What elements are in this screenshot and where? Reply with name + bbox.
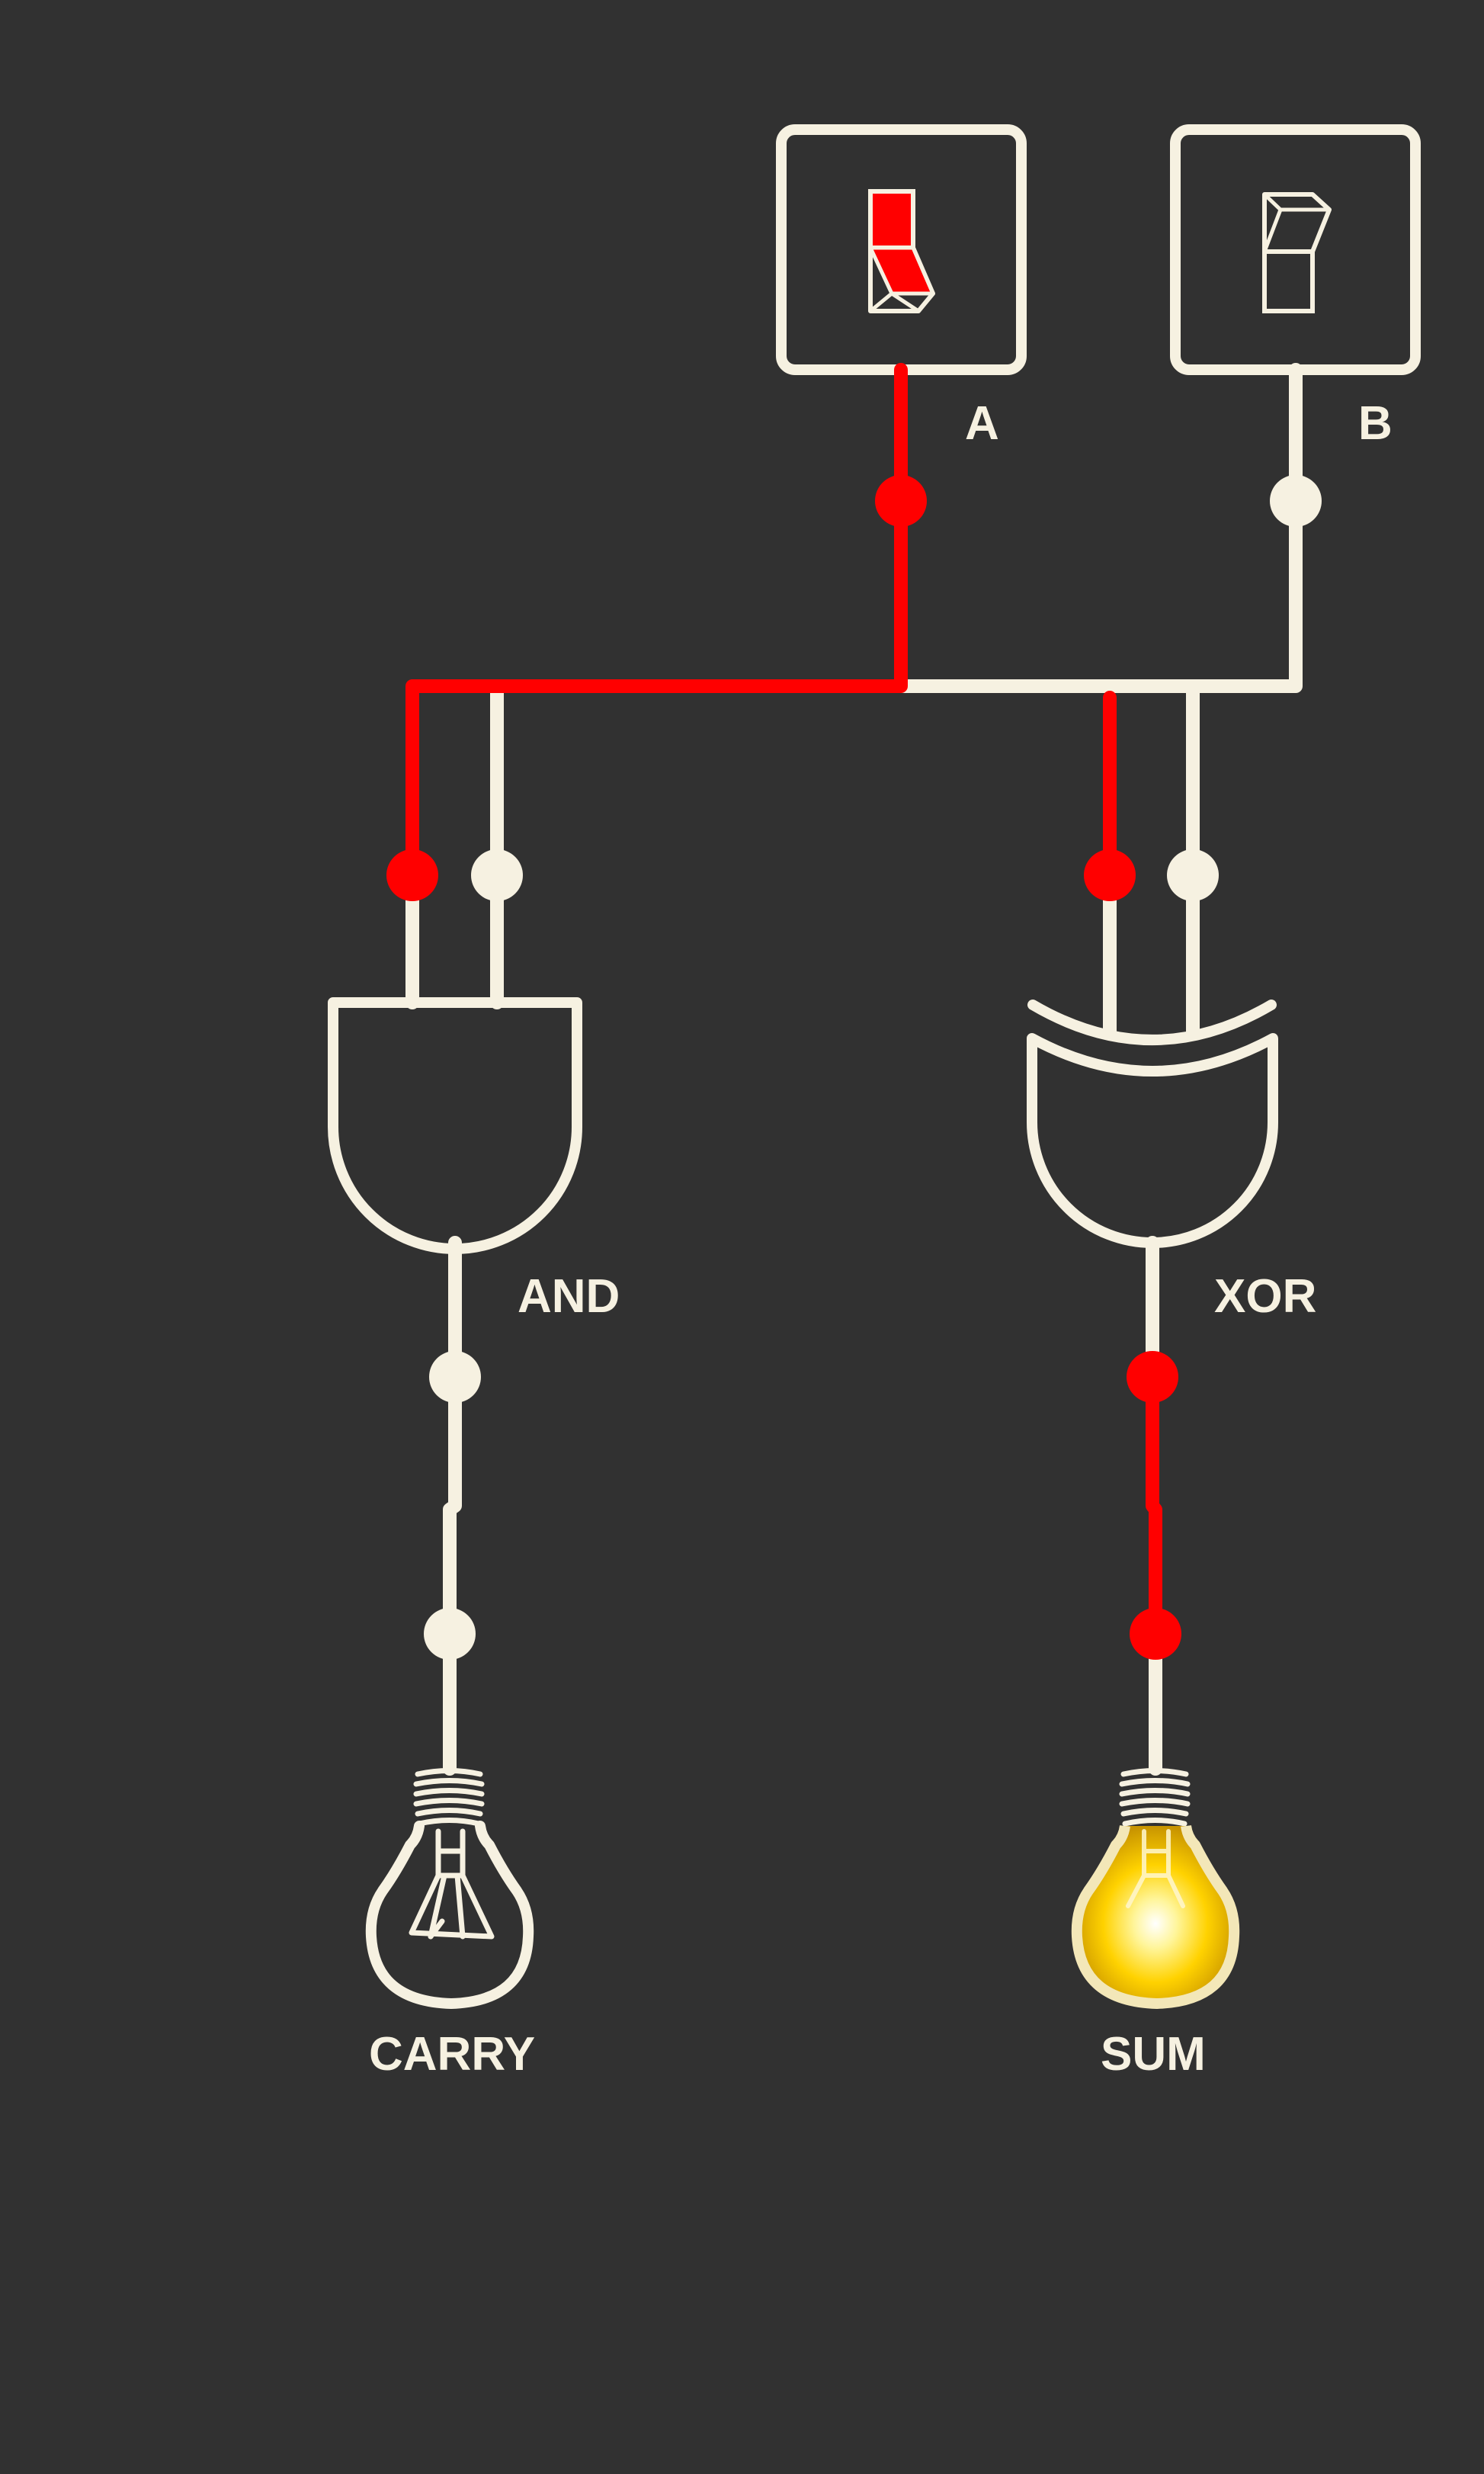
junction-dot xyxy=(471,849,523,901)
switch-b[interactable] xyxy=(1170,124,1421,375)
junction-dot xyxy=(1130,1608,1181,1660)
junction-dot xyxy=(386,849,438,901)
xor-gate xyxy=(1027,1000,1278,1248)
switch-b-label: B xyxy=(1358,397,1393,450)
junction-dot xyxy=(1127,1351,1178,1403)
wire-a xyxy=(405,363,1117,1040)
toggle-off-icon xyxy=(1262,192,1332,313)
wire-sum xyxy=(1146,1236,1162,1776)
junction-dot xyxy=(424,1608,476,1660)
switch-a[interactable] xyxy=(776,124,1027,375)
junction-dot xyxy=(875,475,927,527)
junction-dot xyxy=(1270,475,1322,527)
and-gate-label: AND xyxy=(518,1270,620,1323)
and-gate xyxy=(328,997,582,1254)
carry-bulb-icon xyxy=(365,1768,534,2009)
sum-output-label: SUM xyxy=(1101,2028,1206,2081)
toggle-on-icon xyxy=(868,189,935,313)
switch-a-label: A xyxy=(965,397,999,450)
sum-bulb-icon xyxy=(1071,1768,1240,2009)
carry-output-label: CARRY xyxy=(369,2028,536,2081)
xor-gate-label: XOR xyxy=(1214,1270,1317,1323)
wire-carry xyxy=(443,1236,462,1776)
junction-dot xyxy=(1084,849,1136,901)
junction-dot xyxy=(1167,849,1219,901)
junction-dot xyxy=(429,1351,481,1403)
